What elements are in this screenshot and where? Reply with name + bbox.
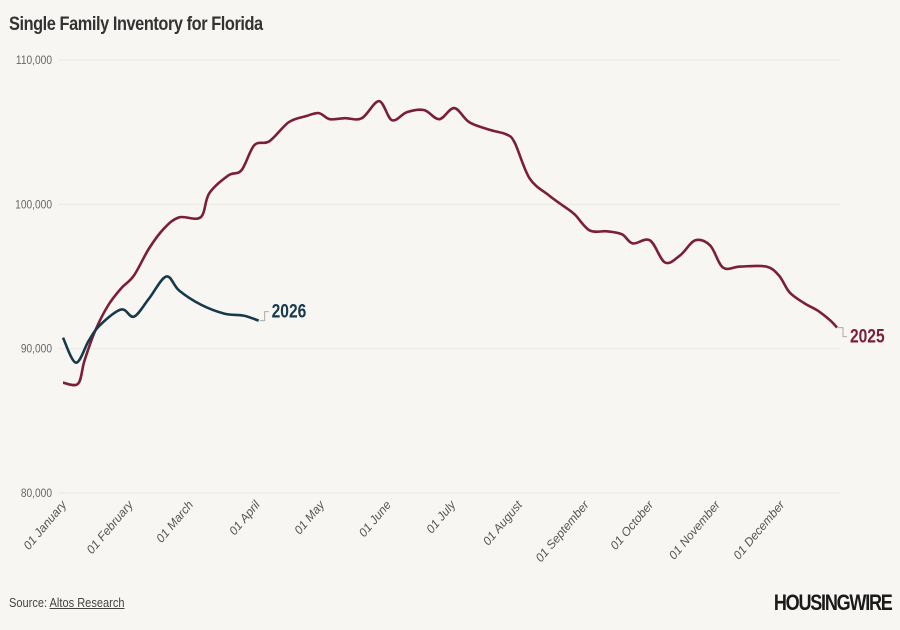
series-line-2026 [61,275,260,364]
series-label-2025: 2025 [850,325,885,347]
x-tick-label: 01 February [84,497,137,556]
series-label-2026: 2026 [272,300,307,322]
source-note: Source: Altos Research [9,595,124,610]
x-tick-label: 01 March [153,498,196,546]
y-tick-label: 80,000 [21,487,52,500]
x-tick-label: 01 September [533,497,593,565]
x-tick-label: 01 October [607,497,657,552]
x-tick-label: 01 April [226,498,263,538]
y-tick-label: 90,000 [21,343,52,356]
label-connector-2026 [259,311,269,322]
y-tick-label: 110,000 [16,54,52,67]
x-tick-label: 01 January [20,497,70,552]
y-tick-label: 100,000 [15,199,52,212]
series-line-2025 [62,99,838,387]
chart-title: Single Family Inventory for Florida [9,14,263,35]
source-label: Source: [9,595,48,610]
x-tick-label: 01 June [356,498,394,540]
housingwire-logo: HOUSINGWIRE [774,590,893,615]
x-tick-label: 01 May [291,497,328,537]
x-tick-label: 01 July [423,497,459,536]
x-tick-label: 01 December [730,497,788,562]
x-tick-label: 01 November [666,497,724,562]
label-connector-2025 [838,327,847,338]
x-tick-label: 01 August [480,497,526,548]
source-link[interactable]: Altos Research [49,595,125,610]
